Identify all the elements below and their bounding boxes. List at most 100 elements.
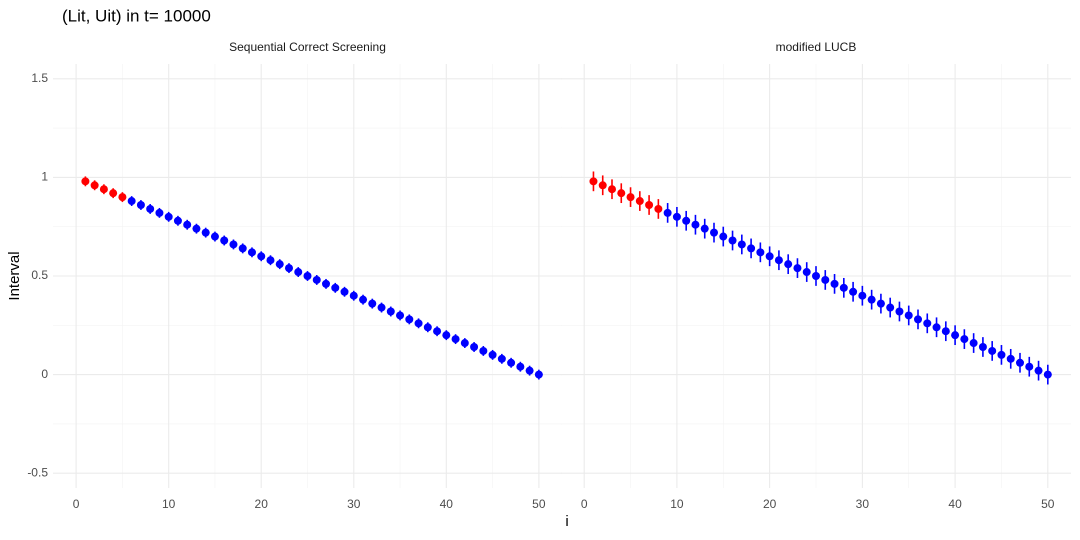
point — [423, 323, 432, 332]
x-tick-label: 10 — [670, 497, 684, 511]
x-axis-label: i — [565, 513, 568, 530]
point — [691, 220, 700, 229]
x-tick-label: 20 — [763, 497, 777, 511]
point — [220, 236, 229, 245]
x-tick-label: 0 — [581, 497, 588, 511]
point — [322, 279, 331, 288]
point — [433, 327, 442, 336]
point — [876, 299, 885, 308]
point — [830, 279, 839, 288]
point — [173, 216, 182, 225]
point — [442, 331, 451, 340]
panel-title: Sequential Correct Screening — [229, 40, 386, 54]
point — [635, 197, 644, 206]
point — [359, 295, 368, 304]
panel-title: modified LUCB — [776, 40, 857, 54]
chart-title: (Lit, Uit) in t= 10000 — [62, 6, 211, 25]
x-tick-label: 0 — [73, 497, 80, 511]
point — [247, 248, 256, 257]
point — [589, 177, 598, 186]
x-tick-label: 50 — [1041, 497, 1055, 511]
point — [497, 354, 506, 363]
point — [997, 350, 1006, 359]
point — [331, 283, 340, 292]
point — [969, 339, 978, 348]
y-tick-label: 1.5 — [31, 71, 48, 85]
x-tick-label: 40 — [948, 497, 962, 511]
y-tick-label: -0.5 — [27, 465, 48, 479]
point — [99, 185, 108, 194]
point — [275, 260, 284, 269]
point — [802, 268, 811, 277]
point — [81, 177, 90, 186]
point — [626, 193, 635, 202]
point — [923, 319, 932, 328]
point — [756, 248, 765, 257]
point — [858, 291, 867, 300]
point — [849, 287, 858, 296]
point — [414, 319, 423, 328]
x-tick-label: 40 — [440, 497, 454, 511]
point — [672, 212, 681, 221]
point — [303, 272, 312, 280]
y-tick-label: 0 — [41, 367, 48, 381]
point — [340, 287, 349, 296]
point — [1025, 362, 1034, 371]
point — [136, 201, 145, 210]
point — [598, 181, 607, 190]
point — [183, 220, 192, 229]
point — [396, 311, 405, 320]
point — [460, 339, 469, 348]
point — [155, 208, 164, 217]
point — [663, 208, 672, 217]
point — [617, 189, 626, 198]
point — [886, 303, 895, 312]
point — [470, 342, 479, 351]
point — [257, 252, 266, 261]
point — [867, 295, 876, 304]
point — [904, 311, 913, 320]
point — [895, 307, 904, 316]
point — [192, 224, 201, 233]
point — [608, 185, 616, 194]
point — [488, 350, 497, 359]
point — [516, 362, 525, 371]
point — [960, 335, 969, 344]
point — [507, 358, 516, 367]
point — [229, 240, 238, 249]
y-tick-label: 0.5 — [31, 268, 48, 282]
point — [312, 275, 321, 284]
point — [238, 244, 247, 253]
point — [682, 216, 691, 225]
y-tick-label: 1 — [41, 170, 48, 184]
point — [525, 366, 534, 375]
point — [645, 201, 654, 210]
point — [765, 252, 774, 261]
point — [747, 244, 756, 253]
x-tick-label: 10 — [162, 497, 176, 511]
point — [728, 236, 737, 245]
point — [784, 260, 793, 269]
point — [710, 228, 718, 237]
x-tick-label: 20 — [255, 497, 269, 511]
point — [821, 275, 830, 284]
point — [479, 346, 488, 355]
point — [700, 224, 709, 233]
point — [932, 323, 941, 332]
point — [201, 228, 210, 237]
point — [109, 189, 118, 198]
point — [146, 204, 155, 213]
point — [386, 307, 395, 316]
point — [127, 197, 136, 206]
point — [266, 256, 275, 265]
point — [1016, 358, 1024, 367]
point — [118, 193, 127, 202]
point — [951, 331, 960, 340]
y-axis-label: Interval — [6, 251, 23, 300]
point — [988, 346, 997, 355]
point — [1034, 366, 1043, 375]
point — [164, 212, 173, 221]
point — [368, 299, 377, 308]
point — [914, 315, 922, 324]
